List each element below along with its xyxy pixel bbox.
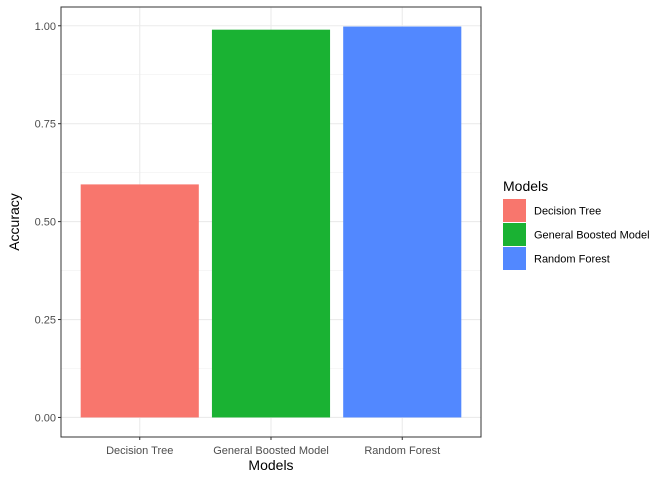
y-tick-label: 0.00 — [35, 412, 56, 424]
x-tick-label: General Boosted Model — [213, 445, 329, 457]
x-axis-title: Models — [248, 457, 293, 473]
legend-key — [503, 199, 526, 222]
bar — [211, 29, 331, 418]
x-tick-label: Random Forest — [364, 445, 440, 457]
legend-key — [503, 223, 526, 246]
x-tick-label: Decision Tree — [106, 445, 173, 457]
legend-key — [503, 247, 526, 270]
legend: Models Decision Tree General Boosted Mode… — [503, 178, 650, 270]
legend-label: General Boosted Model — [534, 230, 650, 242]
y-tick-label: 0.25 — [35, 315, 56, 327]
bar — [343, 26, 462, 418]
y-tick-label: 0.75 — [35, 119, 56, 131]
bar — [80, 184, 199, 418]
y-tick-label: 1.00 — [35, 21, 56, 33]
legend-label: Random Forest — [534, 254, 610, 266]
legend-title: Models — [503, 178, 548, 194]
y-axis-title: Accuracy — [6, 193, 22, 251]
legend-label: Decision Tree — [534, 206, 601, 218]
y-tick-label: 0.50 — [35, 217, 56, 229]
